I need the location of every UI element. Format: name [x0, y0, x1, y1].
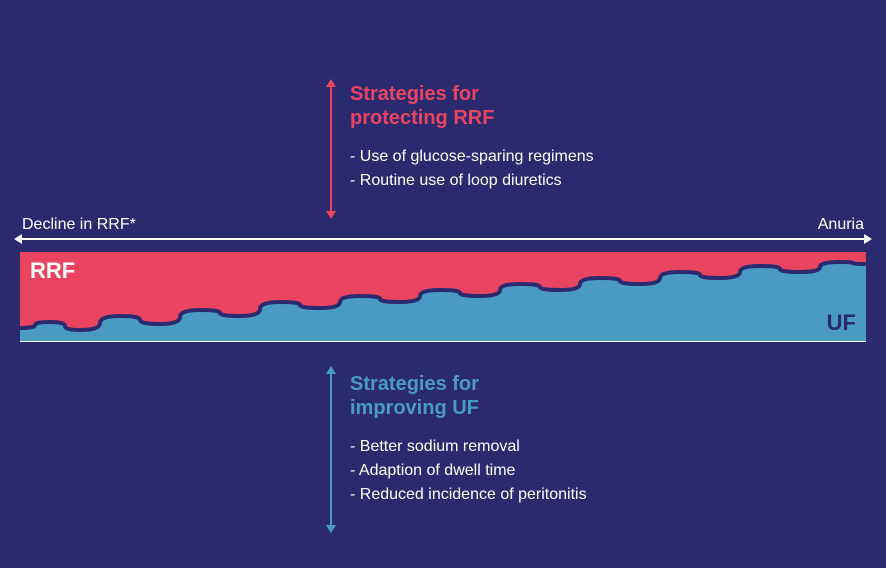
axis-right-label: Anuria [818, 216, 864, 234]
top-strategy-list: - Use of glucose-sparing regimens - Rout… [350, 145, 594, 193]
bottom-list-item: - Reduced incidence of peritonitis [350, 483, 587, 507]
chart-svg [20, 252, 866, 342]
bottom-title-line1: Strategies for [350, 373, 479, 395]
bottom-title: Strategies for improving UF [350, 372, 479, 420]
rrf-label: RRF [30, 258, 75, 284]
top-arrow [330, 85, 332, 213]
bottom-strategy-list: - Better sodium removal - Adaption of dw… [350, 435, 587, 507]
bottom-list-item: - Adaption of dwell time [350, 459, 587, 483]
axis-line [20, 238, 866, 240]
top-title: Strategies for protecting RRF [350, 82, 494, 130]
top-title-line2: protecting RRF [350, 107, 494, 129]
uf-label: UF [827, 310, 856, 336]
axis-left-label: Decline in RRF* [22, 216, 136, 234]
top-list-item: - Use of glucose-sparing regimens [350, 145, 594, 169]
top-title-line1: Strategies for [350, 83, 479, 105]
bottom-list-item: - Better sodium removal [350, 435, 587, 459]
bottom-arrow [330, 372, 332, 527]
infographic-container: Strategies for protecting RRF - Use of g… [0, 0, 886, 568]
bottom-title-line2: improving UF [350, 397, 479, 419]
top-list-item: - Routine use of loop diuretics [350, 169, 594, 193]
rrf-uf-chart [20, 252, 866, 342]
